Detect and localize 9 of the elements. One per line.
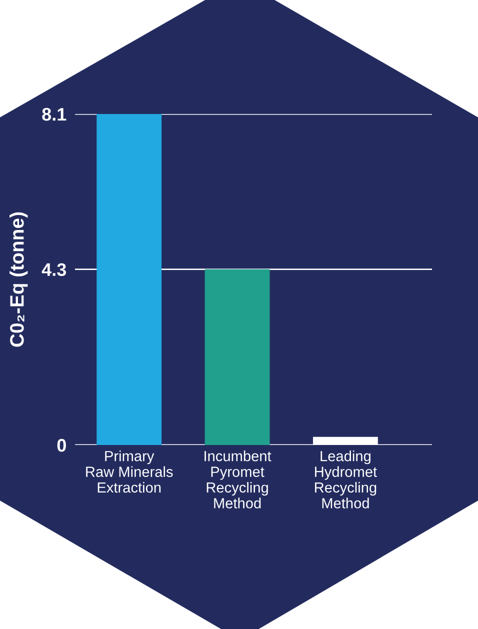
bar [96,114,162,445]
y-tick-label: 4.3 [42,263,66,276]
x-tick-label: Primary Raw Minerals Extraction [86,450,173,493]
x-tick-label: Leading Hydromet Recycling Method [315,450,377,508]
y-axis-title: C0₂-Eq (tonne) [10,212,28,347]
y-tick-label: 0 [57,438,66,452]
y-tick-label: 8.1 [42,108,66,121]
x-tick-label: Incumbent Pyromet Recycling Method [204,450,272,508]
bar [204,269,270,445]
